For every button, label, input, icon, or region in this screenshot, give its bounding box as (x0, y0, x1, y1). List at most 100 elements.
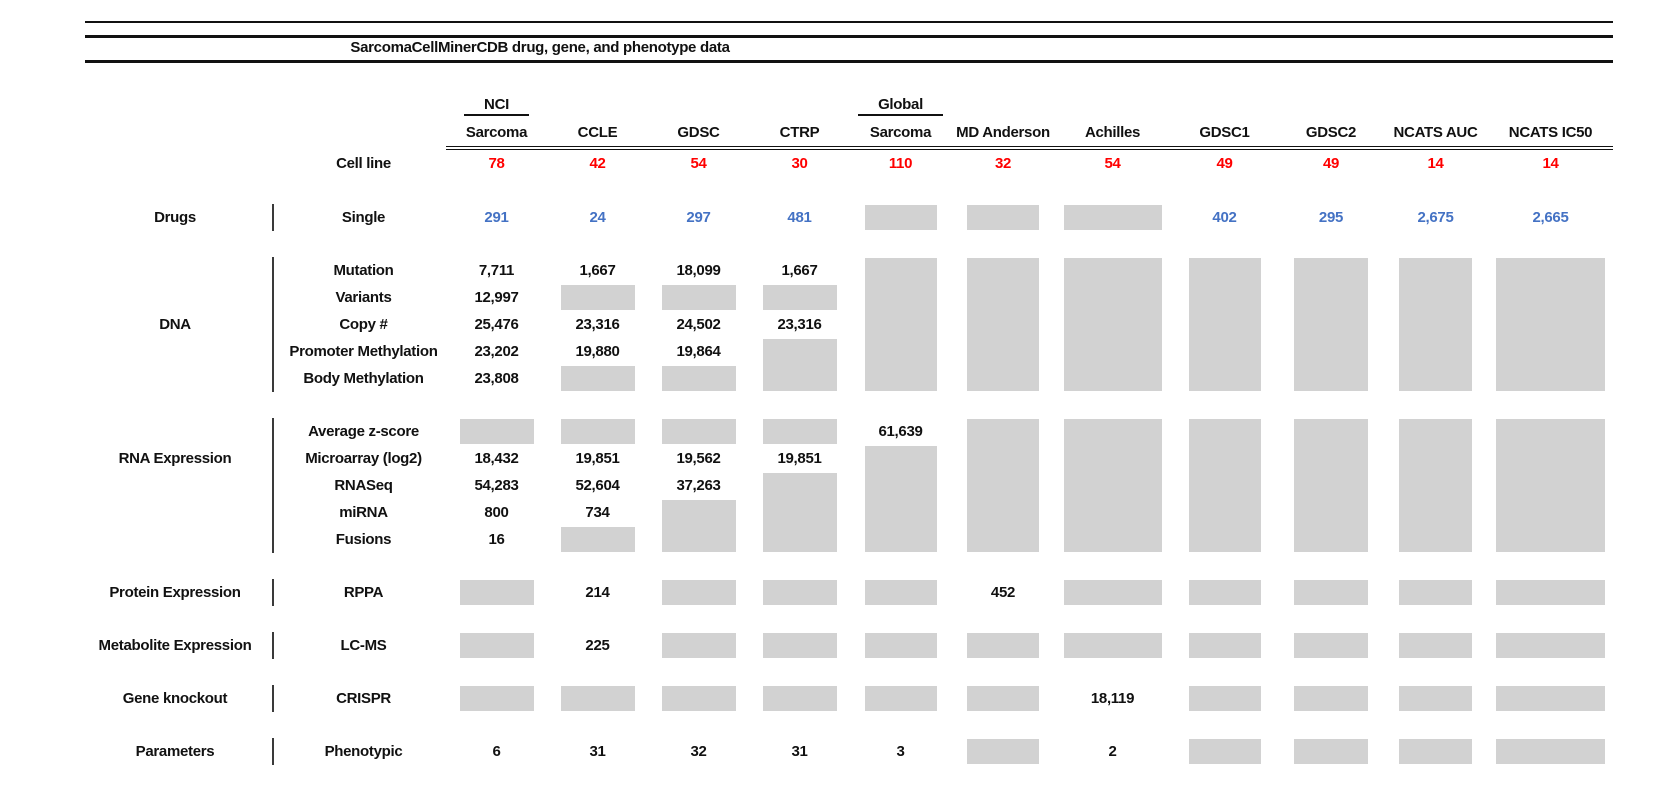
no-data-cell (1055, 418, 1170, 553)
no-data-box (1399, 580, 1472, 605)
no-data-cell (547, 418, 648, 445)
no-data-box (1063, 258, 1162, 391)
divider-line (272, 204, 274, 231)
data-value: 297 (686, 209, 711, 226)
no-data-cell (749, 418, 850, 445)
section-divider-bar (265, 738, 281, 765)
no-data-box (864, 686, 937, 711)
no-data-box (967, 686, 1039, 711)
no-data-box (1188, 258, 1261, 391)
no-data-box (560, 366, 635, 391)
column-header-top-global-sarcoma: Global (850, 92, 951, 119)
no-data-cell (850, 257, 951, 392)
no-data-box (1188, 739, 1261, 764)
row-label: CRISPR (336, 690, 391, 707)
no-data-cell (1279, 632, 1383, 659)
no-data-box (560, 419, 635, 444)
no-data-box (1496, 580, 1605, 605)
no-data-box (1399, 686, 1472, 711)
no-data-box (864, 633, 937, 658)
no-data-box (1399, 633, 1472, 658)
no-data-cell (648, 499, 749, 553)
no-data-box (560, 686, 635, 711)
no-data-cell (1383, 579, 1488, 606)
section-divider-bar (265, 685, 281, 712)
divider-line (272, 738, 274, 765)
no-data-cell (850, 685, 951, 712)
no-data-box (864, 580, 937, 605)
no-data-cell (1055, 204, 1170, 231)
cell-line-count-global-sarcoma: 110 (888, 155, 913, 172)
data-value: 23,316 (777, 316, 822, 333)
no-data-cell (1383, 685, 1488, 712)
no-data-box (560, 285, 635, 310)
cell-line-count-ncats-ic50: 14 (1542, 155, 1559, 172)
no-data-cell (446, 632, 547, 659)
no-data-box (459, 419, 534, 444)
data-value: 7,711 (478, 262, 515, 279)
no-data-cell (648, 632, 749, 659)
no-data-cell (648, 579, 749, 606)
figure-title: SarcomaCellMinerCDB drug, gene, and phen… (350, 39, 730, 56)
cell-line-count-md-anderson: 32 (994, 155, 1012, 172)
cell-line-count-gdsc1: 49 (1216, 155, 1233, 172)
no-data-box (762, 633, 837, 658)
title-zone: SarcomaCellMinerCDB drug, gene, and phen… (85, 0, 1613, 92)
data-value: 18,099 (676, 262, 721, 279)
cell-line-count-gdsc: 54 (690, 155, 707, 172)
row-label: Phenotypic (324, 743, 403, 760)
no-data-cell (1055, 579, 1170, 606)
divider-line (272, 685, 274, 712)
no-data-box (459, 580, 534, 605)
row-label: Fusions (335, 531, 392, 548)
data-value: 61,639 (878, 423, 923, 440)
data-value: 2 (1108, 743, 1117, 760)
no-data-cell (1383, 418, 1488, 553)
divider-line (272, 257, 274, 392)
data-value: 6 (492, 743, 501, 760)
no-data-box (762, 285, 837, 310)
no-data-cell (1170, 418, 1279, 553)
no-data-cell (648, 365, 749, 392)
data-value: 291 (484, 209, 509, 226)
data-value: 24,502 (676, 316, 721, 333)
no-data-box (1496, 258, 1605, 391)
no-data-box (1496, 686, 1605, 711)
no-data-box (459, 686, 534, 711)
column-header-md-anderson: MD Anderson (956, 124, 1050, 141)
column-header-global-sarcoma: Sarcoma (869, 124, 932, 141)
data-value: 481 (787, 209, 812, 226)
data-value: 31 (791, 743, 808, 760)
category-label-drugs: Drugs (154, 209, 196, 226)
column-header-ctrp: CTRP (779, 124, 820, 141)
no-data-cell (1170, 579, 1279, 606)
data-value: 54,283 (474, 477, 519, 494)
data-value: 2,675 (1417, 209, 1454, 226)
data-value: 12,997 (474, 289, 519, 306)
data-value: 24 (589, 209, 606, 226)
header-double-rule (446, 146, 1613, 150)
data-value: 19,562 (676, 450, 721, 467)
data-value: 734 (585, 504, 610, 521)
no-data-box (967, 419, 1039, 552)
section-metabolite-expression: Metabolite Expression LC-MS 225 (85, 632, 1613, 659)
no-data-box (864, 258, 937, 391)
no-data-box (1399, 419, 1472, 552)
category-label-protein-expression: Protein Expression (109, 584, 241, 601)
no-data-cell (547, 365, 648, 392)
row-label: LC-MS (340, 637, 387, 654)
data-value: 52,604 (575, 477, 620, 494)
no-data-box (1063, 633, 1162, 658)
row-label: Body Methylation (303, 370, 424, 387)
data-value: 19,864 (676, 343, 721, 360)
no-data-box (1063, 205, 1162, 230)
no-data-cell (1383, 257, 1488, 392)
no-data-cell (850, 632, 951, 659)
no-data-box (762, 473, 837, 552)
no-data-box (1496, 419, 1605, 552)
sarcoma-cellminer-figure: SarcomaCellMinerCDB drug, gene, and phen… (85, 0, 1613, 765)
data-value: 19,851 (575, 450, 620, 467)
no-data-box (1496, 633, 1605, 658)
no-data-cell (749, 632, 850, 659)
category-label-metabolite-expression: Metabolite Expression (98, 637, 252, 654)
